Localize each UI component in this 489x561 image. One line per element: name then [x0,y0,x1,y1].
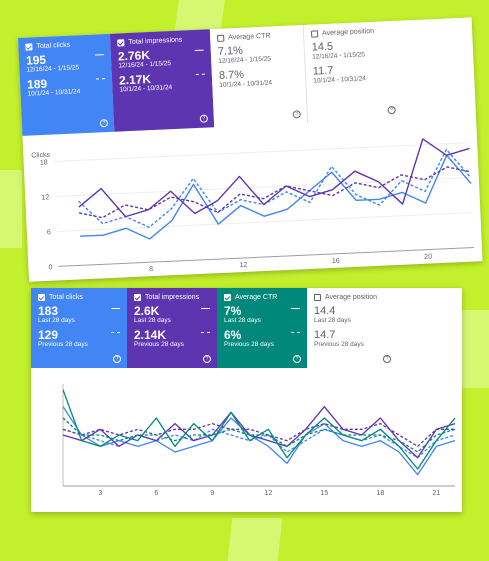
y-tick-label: 6 [47,229,51,236]
y-axis-label: Clicks [31,152,50,160]
series-line-4 [62,389,456,470]
metric-current-value: 14.4 [314,305,336,317]
series-line-1 [62,428,456,459]
checkbox-icon[interactable] [134,294,141,301]
metric-title: Total clicks [49,294,83,301]
checkbox-icon[interactable] [217,34,225,42]
y-tick-label: 12 [41,194,49,201]
x-tick-label: 6 [154,490,158,497]
dashed-line-icon [291,332,300,333]
series-line-3 [62,423,455,447]
series-line-5 [62,417,456,453]
metric-previous-value: 129 [38,328,59,342]
metric-previous-value: 14.7 [314,329,336,341]
metric-previous-range: Previous 28 days [224,341,274,348]
series-line-0 [62,406,456,476]
checkbox-icon[interactable] [25,43,33,51]
help-icon[interactable]: ? [383,355,391,363]
metric-previous-range: Previous 28 days [38,341,88,348]
x-tick-label: 12 [264,490,272,497]
x-tick-label: 12 [239,262,247,269]
metric-previous-range: Previous 28 days [134,341,184,348]
x-tick-label: 9 [210,490,214,497]
metric-current-value: 7% [224,304,242,318]
x-tick-label: 16 [332,258,340,265]
series-line-3 [78,166,471,219]
metric-card-total-clicks[interactable]: Total clicks 183 Last 28 days 129 Previo… [31,288,127,368]
help-icon[interactable]: ? [203,355,211,363]
metric-current-value: 195 [25,52,47,68]
x-tick-label: 15 [320,490,328,497]
metric-title: Average CTR [228,32,271,42]
metric-cards: Total clicks 183 Last 28 days 129 Previo… [31,288,397,368]
metric-title: Total clicks [36,41,71,51]
metric-title: Average position [321,27,375,38]
metric-title: Average CTR [235,294,278,301]
metric-previous-value: 2.14K [134,328,167,342]
metric-card-average-ctr[interactable]: Average CTR 7.1% 12/16/24 - 1/15/25 8.7%… [209,25,309,128]
solid-line-icon [194,49,204,51]
dashed-line-icon [111,332,120,333]
series-line-1 [78,148,472,228]
metric-previous-range: Previous 28 days [314,341,364,348]
dashed-line-icon [195,73,205,75]
dashed-line-icon [201,332,210,333]
solid-line-icon [94,54,104,56]
metric-card-total-impressions[interactable]: Total impressions 2.76K 12/16/24 - 1/15/… [109,29,215,132]
help-icon[interactable]: ? [113,355,121,363]
metric-card-average-position[interactable]: Average position 14.5 12/16/24 - 1/15/25… [303,20,403,123]
solid-line-icon [291,308,300,309]
dashed-line-icon [95,78,105,80]
decor-shape-bottom [227,518,283,561]
checkbox-icon[interactable] [117,39,125,47]
metric-card-total-clicks[interactable]: Total clicks 195 12/16/24 - 1/15/25 189 … [18,33,115,136]
metric-title: Total impressions [145,294,200,301]
metric-title: Average position [325,294,378,301]
help-icon[interactable]: ? [387,105,396,115]
x-axis [58,247,474,267]
decor-shape-left [0,170,22,248]
performance-panel-compare-dates: Total clicks 195 12/16/24 - 1/15/25 189 … [18,17,483,282]
x-tick-label: 8 [149,266,153,273]
x-tick-label: 20 [424,253,432,260]
x-tick-label: 18 [376,490,384,497]
performance-panel-last-28-days: Total clicks 183 Last 28 days 129 Previo… [31,288,462,512]
metric-current-value: 2.6K [134,304,160,318]
checkbox-icon[interactable] [224,294,231,301]
help-icon[interactable]: ? [293,355,301,363]
metric-current-range: Last 28 days [134,317,171,324]
checkbox-icon[interactable] [38,294,45,301]
performance-chart: 3 6 9 12 15 18 21 [62,384,456,497]
solid-line-icon [111,308,120,309]
help-icon[interactable]: ? [99,119,109,128]
checkbox-icon[interactable] [310,30,319,38]
metric-current-range: Last 28 days [224,317,261,324]
metric-cards: Total clicks 195 12/16/24 - 1/15/25 189 … [18,20,403,136]
y-tick-label: 0 [48,264,52,271]
metric-previous-value: 6% [224,328,242,342]
y-tick-label: 18 [40,159,48,166]
x-tick-label: 21 [432,490,440,497]
metric-current-range: Last 28 days [38,317,75,324]
x-tick-label: 3 [98,490,102,497]
metric-card-average-position[interactable]: Average position 14.4 Last 28 days 14.7 … [307,288,397,368]
decor-shape-right [461,310,489,388]
solid-line-icon [201,308,210,309]
metric-current-range: Last 28 days [314,317,351,324]
metric-current-value: 183 [38,304,59,318]
help-icon[interactable]: ? [292,110,301,119]
gridline [53,142,470,163]
metric-card-average-ctr[interactable]: Average CTR 7% Last 28 days 6% Previous … [217,288,307,368]
metric-title: Total impressions [128,36,183,46]
series-line-2 [78,138,470,218]
help-icon[interactable]: ? [199,114,209,123]
metric-previous-value: 189 [26,76,48,92]
metric-card-total-impressions[interactable]: Total impressions 2.6K Last 28 days 2.14… [127,288,217,368]
checkbox-icon[interactable] [314,294,321,301]
